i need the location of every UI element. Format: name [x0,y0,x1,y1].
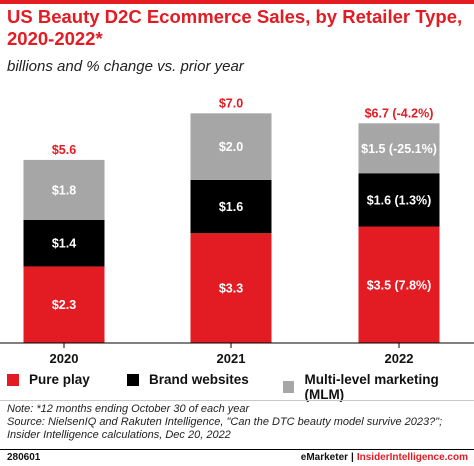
legend-label-brand-websites: Brand websites [149,372,249,387]
total-label-2022: $6.7 (-4.2%) [365,106,434,120]
footer-divider [0,449,474,450]
bar-brand-websites-2021 [190,179,272,234]
data-label-pure-play-2022: $3.5 (7.8%) [367,278,432,292]
data-label-brand-websites-2020: $1.4 [52,237,76,251]
bar-pure-play-2021 [190,233,272,343]
total-label-2020: $5.6 [52,143,76,157]
chart-subtitle: billions and % change vs. prior year [7,58,244,75]
note-line-3: Insider Intelligence calculations, Dec 2… [7,429,231,441]
top-accent-rule [0,0,474,4]
data-label-multi-level-marketing-mlm-2020: $1.8 [52,183,76,197]
bar-multi-level-marketing-mlm-2020 [23,159,105,220]
x-tick-label-2021: 2021 [217,351,246,366]
total-label-2021: $7.0 [219,96,243,110]
legend-item-pure-play: Pure play [7,372,90,387]
legend-label-mlm: Multi-level marketing (MLM) [304,372,439,402]
data-label-pure-play-2021: $3.3 [219,282,243,296]
brand-separator: | [351,452,354,463]
data-label-brand-websites-2021: $1.6 [219,200,243,214]
legend-item-brand-websites: Brand websites [127,372,249,387]
chart-legend: Pure play Brand websites Multi-level mar… [0,372,474,402]
legend-label-pure-play: Pure play [29,372,90,387]
bar-multi-level-marketing-mlm-2022 [358,123,440,174]
data-label-multi-level-marketing-mlm-2022: $1.5 (-25.1%) [361,142,437,156]
data-label-pure-play-2020: $2.3 [52,298,76,312]
data-label-brand-websites-2022: $1.6 (1.3%) [367,193,432,207]
bar-pure-play-2020 [23,266,105,343]
x-tick-label-2020: 2020 [50,351,79,366]
chart-title: US Beauty D2C Ecommerce Sales, by Retail… [7,6,463,49]
legend-swatch-brand-websites [127,373,139,386]
x-tick-label-2022: 2022 [385,351,414,366]
bar-brand-websites-2020 [23,219,105,267]
chart-note: Note: *12 months ending October 30 of ea… [7,403,469,442]
note-divider [0,400,474,401]
legend-item-mlm: Multi-level marketing (MLM) [283,372,474,402]
bar-pure-play-2022 [358,226,440,343]
bar-multi-level-marketing-mlm-2021 [190,113,272,180]
site-link[interactable]: InsiderIntelligence.com [356,452,468,463]
chart-id: 280601 [7,452,41,463]
legend-swatch-mlm [283,381,295,393]
bar-brand-websites-2022 [358,173,440,227]
note-line-1: Note: *12 months ending October 30 of ea… [7,403,250,415]
note-line-2: Source: NielsenIQ and Rakuten Intelligen… [7,416,443,428]
data-label-multi-level-marketing-mlm-2021: $2.0 [219,140,243,154]
legend-swatch-pure-play [7,373,19,386]
brand-name: eMarketer [300,452,349,463]
footer-brand: eMarketer | InsiderIntelligence.com [301,452,468,463]
stacked-bar-chart: $2.3 $1.4 $1.8 $5.6 2020 $3.3 $1.6 $2.0 $7.0 2021… [0,96,474,366]
